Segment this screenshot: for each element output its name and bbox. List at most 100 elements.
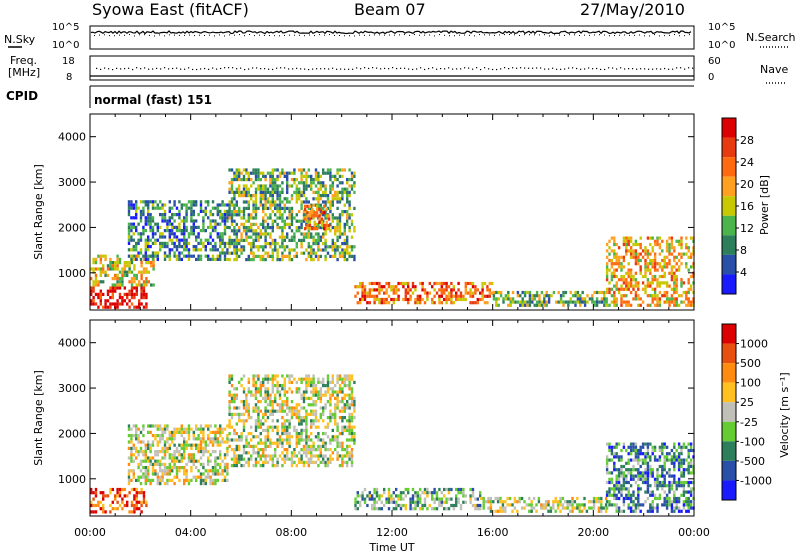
echo-cell <box>392 301 395 305</box>
echo-cell <box>507 303 510 307</box>
echo-cell <box>632 464 635 469</box>
echo-cell <box>634 474 638 478</box>
echo-cell <box>307 168 310 172</box>
echo-cell <box>649 252 652 256</box>
echo-cell <box>257 235 260 239</box>
y-tick-label: 1000 <box>58 473 86 486</box>
echo-cell <box>168 219 171 223</box>
nsearch-dot <box>219 34 220 36</box>
echo-cell <box>324 171 327 175</box>
echo-cell <box>276 457 279 461</box>
freq-dot <box>572 67 574 69</box>
echo-cell <box>592 496 596 501</box>
echo-cell <box>348 206 351 210</box>
echo-cell <box>620 484 623 488</box>
echo-cell <box>300 245 303 249</box>
echo-cell <box>283 222 286 226</box>
echo-cell <box>651 448 654 453</box>
echo-cell <box>156 203 159 207</box>
echo-cell <box>137 251 140 255</box>
echo-cell <box>207 225 210 229</box>
echo-cell <box>274 374 277 378</box>
echo-cell <box>123 267 126 271</box>
echo-cell <box>149 446 152 450</box>
echo-cell <box>247 226 250 230</box>
echo-cell <box>322 441 325 445</box>
echo-cell <box>259 258 262 262</box>
echo-cell <box>665 297 669 301</box>
freq-dot <box>692 67 694 69</box>
freq-dot <box>240 67 242 69</box>
echo-cell <box>471 503 475 508</box>
echo-cell <box>605 287 609 291</box>
echo-cell <box>187 453 191 457</box>
echo-cell <box>127 254 131 258</box>
echo-cell <box>187 241 191 245</box>
echo-cell <box>135 456 138 460</box>
echo-cell <box>264 235 267 239</box>
echo-cell <box>264 387 267 391</box>
nsearch-dot <box>559 34 560 36</box>
echo-cell <box>615 445 618 449</box>
echo-cell <box>651 474 654 478</box>
echo-cell <box>264 435 267 439</box>
echo-cell <box>440 497 443 501</box>
echo-cell <box>605 493 609 497</box>
echo-cell <box>240 178 243 182</box>
echo-cell <box>276 432 279 436</box>
echo-cell <box>341 213 344 217</box>
echo-cell <box>481 291 484 295</box>
echo-cell <box>133 273 136 277</box>
echo-cell <box>680 236 683 240</box>
echo-cell <box>641 274 645 279</box>
echo-cell <box>600 290 604 295</box>
echo-cell <box>130 434 133 438</box>
echo-cell <box>338 235 342 239</box>
echo-cell <box>622 464 626 469</box>
echo-cell <box>308 220 312 224</box>
echo-cell <box>495 303 498 307</box>
echo-cell <box>271 384 274 388</box>
echo-cell <box>202 209 205 213</box>
echo-cell <box>127 462 131 466</box>
echo-cell <box>315 204 319 208</box>
echo-cell <box>156 206 159 210</box>
echo-cell <box>336 451 339 455</box>
echo-cell <box>632 500 635 504</box>
freq-dot <box>260 68 262 70</box>
echo-cell <box>334 409 337 413</box>
echo-cell <box>226 466 229 470</box>
echo-cell <box>343 229 346 233</box>
echo-cell <box>673 500 676 504</box>
echo-cell <box>603 300 606 304</box>
echo-cell <box>104 494 107 498</box>
echo-cell <box>613 236 616 240</box>
echo-cell <box>295 200 298 204</box>
echo-cell <box>639 303 642 307</box>
echo-cell <box>192 453 195 457</box>
echo-cell <box>566 503 569 507</box>
echo-cell <box>183 430 186 434</box>
echo-cell <box>147 241 150 245</box>
echo-cell <box>421 491 424 495</box>
echo-cell <box>361 291 364 295</box>
echo-cell <box>329 222 332 226</box>
echo-cell <box>290 390 294 394</box>
freq-dot <box>484 67 486 69</box>
nsearch-dot <box>489 34 490 36</box>
echo-cell <box>326 374 330 378</box>
echo-cell <box>223 245 227 249</box>
echo-cell <box>547 294 551 298</box>
freq-dot <box>392 67 394 69</box>
echo-cell <box>183 216 186 220</box>
echo-cell <box>513 500 517 504</box>
echo-cell <box>341 380 344 384</box>
echo-cell <box>130 277 134 281</box>
echo-cell <box>407 491 410 495</box>
echo-cell <box>338 409 342 413</box>
echo-cell <box>271 248 274 252</box>
echo-cell <box>288 238 291 242</box>
echo-cell <box>183 238 186 242</box>
echo-cell <box>252 229 255 233</box>
echo-cell <box>298 460 301 464</box>
